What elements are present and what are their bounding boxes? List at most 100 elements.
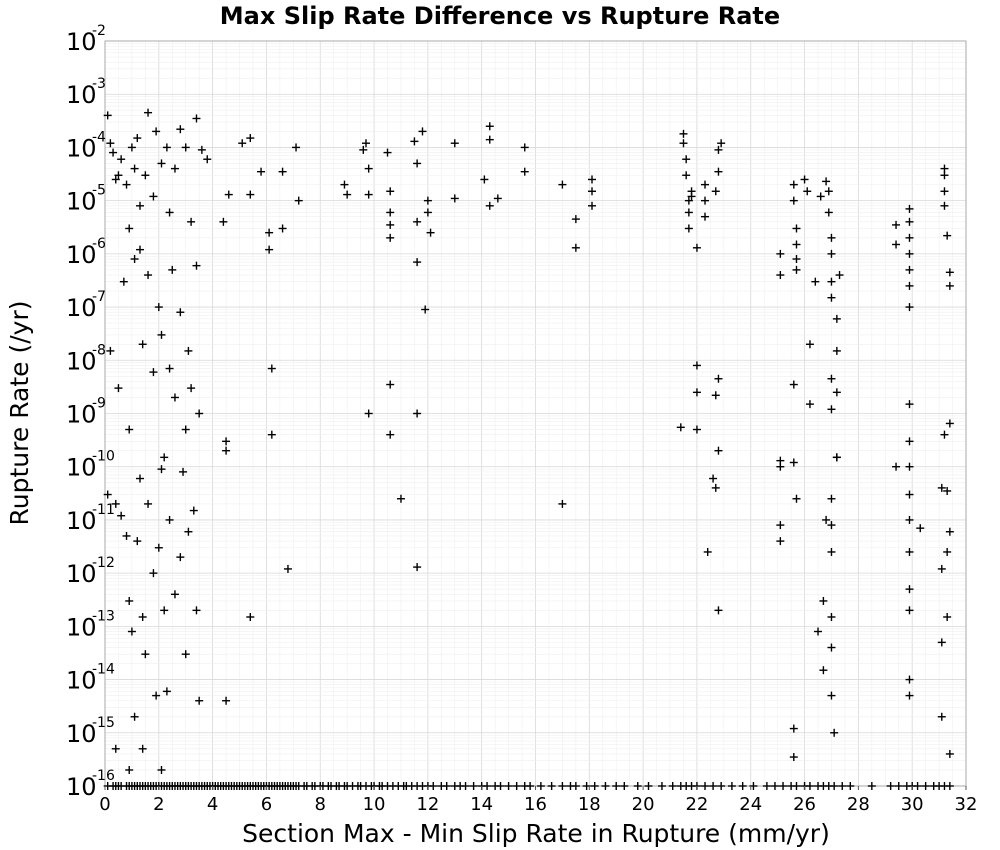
data-point	[267, 430, 276, 439]
data-point	[714, 374, 723, 383]
data-point	[109, 148, 118, 157]
data-point	[827, 405, 836, 414]
x-tick-label: 4	[207, 794, 218, 815]
data-point	[892, 220, 901, 229]
x-tick-label: 8	[315, 794, 326, 815]
data-point	[776, 249, 785, 258]
data-point	[921, 782, 930, 790]
y-tick-exponent: -7	[92, 289, 106, 305]
y-tick-exponent: -14	[92, 662, 115, 678]
y-axis-ticks: 10-210-310-410-510-610-710-810-910-1010-…	[66, 23, 115, 801]
data-point	[827, 494, 836, 503]
data-point	[294, 196, 303, 205]
data-point	[493, 194, 502, 203]
data-point	[426, 228, 435, 237]
data-point	[805, 782, 814, 790]
data-point	[176, 125, 185, 134]
data-point	[162, 687, 171, 696]
data-point	[701, 196, 710, 205]
data-point	[278, 224, 287, 233]
data-point	[413, 217, 422, 226]
x-tick-label: 26	[793, 794, 816, 815]
x-tick-label: 22	[685, 794, 708, 815]
data-point	[709, 474, 718, 483]
data-point	[496, 782, 505, 790]
y-tick-label: 10-6	[66, 236, 106, 269]
data-point	[789, 724, 798, 733]
data-point	[246, 190, 255, 199]
data-point	[832, 314, 841, 323]
data-point	[222, 696, 231, 705]
data-point	[937, 483, 946, 492]
data-point	[701, 782, 710, 790]
grid	[104, 40, 967, 787]
data-point	[386, 430, 395, 439]
x-tick-label: 2	[153, 794, 164, 815]
data-point	[450, 139, 459, 148]
data-point	[827, 233, 836, 242]
data-point	[219, 217, 228, 226]
x-axis-ticks: 0 2 4 6 8 10 12 14 16 18 20 22 24 26 28 30 32	[99, 786, 977, 815]
data-point	[485, 135, 494, 144]
data-point	[469, 782, 478, 790]
y-tick-exponent: -6	[92, 236, 106, 252]
data-point	[485, 201, 494, 210]
data-point	[776, 271, 785, 280]
y-tick-label: 10-16	[66, 768, 115, 801]
data-point	[827, 374, 836, 383]
y-tick-base: 10	[66, 507, 97, 535]
data-point	[144, 108, 153, 117]
x-tick-label: 28	[847, 794, 870, 815]
data-point	[633, 782, 642, 790]
data-point	[125, 765, 134, 774]
data-point	[800, 175, 809, 184]
y-tick-base: 10	[66, 560, 97, 588]
data-point	[824, 187, 833, 196]
data-point	[224, 190, 233, 199]
data-point	[246, 612, 255, 621]
x-tick-label: 18	[578, 794, 601, 815]
data-point	[558, 782, 567, 790]
data-point	[195, 696, 204, 705]
data-point	[157, 159, 166, 168]
data-point	[203, 155, 212, 164]
data-point	[170, 393, 179, 402]
y-tick-base: 10	[66, 401, 97, 429]
data-point	[943, 486, 952, 495]
data-point	[692, 388, 701, 397]
data-point	[125, 425, 134, 434]
y-tick-base: 10	[66, 188, 97, 216]
data-point	[588, 175, 597, 184]
data-point	[838, 782, 847, 790]
y-tick-label: 10-4	[66, 129, 106, 162]
data-point	[122, 180, 131, 189]
data-point	[905, 204, 914, 213]
data-point	[130, 712, 139, 721]
data-point	[157, 765, 166, 774]
data-point	[940, 171, 949, 180]
x-tick-label: 30	[901, 794, 924, 815]
data-point	[184, 346, 193, 355]
data-point	[811, 277, 820, 286]
y-tick-label: 10-2	[66, 23, 106, 56]
data-point	[547, 782, 556, 790]
data-point	[119, 277, 128, 286]
data-point	[157, 465, 166, 474]
data-point	[512, 782, 521, 790]
y-tick-base: 10	[66, 347, 97, 375]
data-point	[117, 155, 126, 164]
data-point	[937, 638, 946, 647]
data-point	[940, 430, 949, 439]
data-point	[278, 167, 287, 176]
data-point	[827, 293, 836, 302]
data-point	[504, 782, 513, 790]
y-tick-base: 10	[66, 720, 97, 748]
data-point	[361, 139, 370, 148]
data-point	[340, 180, 349, 189]
data-point	[181, 425, 190, 434]
data-point	[413, 258, 422, 267]
y-tick-label: 10-13	[66, 608, 115, 641]
data-point	[776, 521, 785, 530]
data-point	[916, 524, 925, 533]
data-point	[945, 419, 954, 428]
